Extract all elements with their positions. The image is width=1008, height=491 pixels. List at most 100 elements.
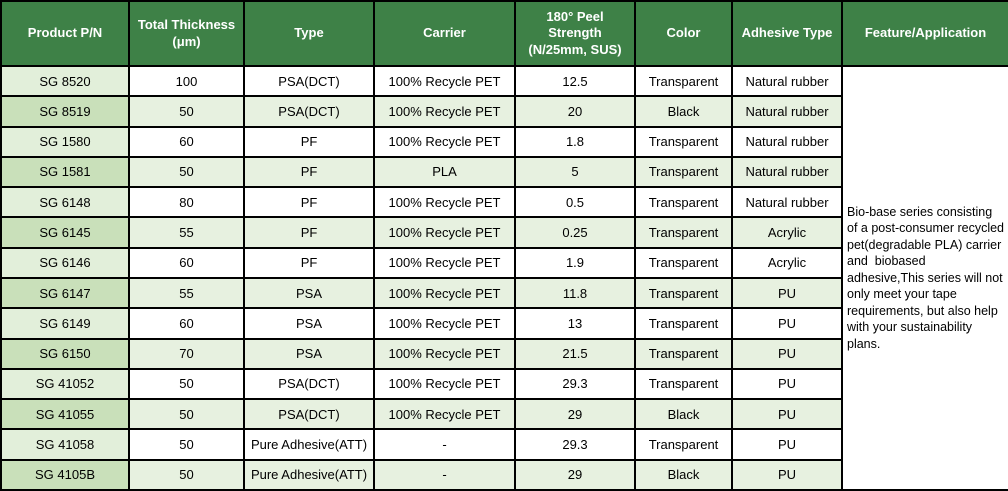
table-row: SG 1581 50 PF PLA 5 Transparent Natural rubber bbox=[0, 155, 1008, 189]
column-header-total-thickness: Total Thickness (μm) bbox=[128, 0, 245, 67]
table-row: SG 6146 60 PF 100% Recycle PET 1.9 Transparen… bbox=[0, 246, 1008, 279]
column-header-peel-strength: 180° Peel Strength (N/25mm, SUS) bbox=[514, 0, 636, 67]
column-header-carrier: Carrier bbox=[373, 0, 516, 67]
cell-adhesive-type: Natural rubber bbox=[731, 155, 843, 189]
cell-total-thickness: 50 bbox=[128, 367, 245, 401]
table-row: SG 6148 80 PF 100% Recycle PET 0.5 Transparen… bbox=[0, 186, 1008, 219]
cell-type: PSA bbox=[243, 276, 375, 310]
cell-adhesive-type: PU bbox=[731, 367, 843, 401]
cell-adhesive-type: Acrylic bbox=[731, 216, 843, 249]
cell-peel-strength: 1.8 bbox=[514, 125, 636, 158]
cell-type: PF bbox=[243, 216, 375, 249]
cell-product-pn: SG 6147 bbox=[0, 276, 130, 310]
cell-adhesive-type: PU bbox=[731, 337, 843, 370]
cell-peel-strength: 5 bbox=[514, 155, 636, 189]
cell-carrier: 100% Recycle PET bbox=[373, 307, 516, 340]
cell-adhesive-type: Natural rubber bbox=[731, 95, 843, 128]
column-header-product-pn: Product P/N bbox=[0, 0, 130, 67]
table-row: SG 8520 100 PSA(DCT) 100% Recycle PET 12.5 Tr… bbox=[0, 64, 1008, 491]
cell-carrier: 100% Recycle PET bbox=[373, 276, 516, 310]
cell-adhesive-type: PU bbox=[731, 428, 843, 461]
cell-type: PSA bbox=[243, 307, 375, 340]
cell-color: Black bbox=[634, 95, 733, 128]
cell-color: Transparent bbox=[634, 125, 733, 158]
cell-color: Transparent bbox=[634, 216, 733, 249]
cell-product-pn: SG 6149 bbox=[0, 307, 130, 340]
cell-product-pn: SG 8519 bbox=[0, 95, 130, 128]
cell-total-thickness: 100 bbox=[128, 64, 245, 98]
cell-product-pn: SG 41052 bbox=[0, 367, 130, 401]
cell-carrier: 100% Recycle PET bbox=[373, 216, 516, 249]
cell-peel-strength: 29 bbox=[514, 458, 636, 491]
cell-product-pn: SG 41055 bbox=[0, 398, 130, 431]
cell-carrier: 100% Recycle PET bbox=[373, 367, 516, 401]
cell-total-thickness: 50 bbox=[128, 458, 245, 491]
table-row: SG 1580 60 PF 100% Recycle PET 1.8 Transparen… bbox=[0, 125, 1008, 158]
cell-total-thickness: 55 bbox=[128, 216, 245, 249]
cell-peel-strength: 20 bbox=[514, 95, 636, 128]
cell-product-pn: SG 1580 bbox=[0, 125, 130, 158]
cell-carrier: - bbox=[373, 458, 516, 491]
cell-peel-strength: 29.3 bbox=[514, 428, 636, 461]
cell-adhesive-type: PU bbox=[731, 398, 843, 431]
cell-adhesive-type: Natural rubber bbox=[731, 64, 843, 98]
cell-total-thickness: 80 bbox=[128, 186, 245, 219]
cell-color: Transparent bbox=[634, 428, 733, 461]
cell-peel-strength: 29 bbox=[514, 398, 636, 431]
cell-carrier: 100% Recycle PET bbox=[373, 246, 516, 279]
cell-adhesive-type: PU bbox=[731, 307, 843, 340]
table-row: SG 6149 60 PSA 100% Recycle PET 13 Transparen… bbox=[0, 307, 1008, 340]
cell-total-thickness: 50 bbox=[128, 155, 245, 189]
cell-carrier: 100% Recycle PET bbox=[373, 398, 516, 431]
cell-carrier: 100% Recycle PET bbox=[373, 186, 516, 219]
cell-peel-strength: 29.3 bbox=[514, 367, 636, 401]
cell-total-thickness: 50 bbox=[128, 95, 245, 128]
cell-color: Transparent bbox=[634, 246, 733, 279]
cell-type: PSA(DCT) bbox=[243, 64, 375, 98]
table-row: SG 6145 55 PF 100% Recycle PET 0.25 Transpare… bbox=[0, 216, 1008, 249]
table-row: SG 41058 50 Pure Adhesive(ATT) -29.3 Transpa… bbox=[0, 428, 1008, 461]
table-row: SG 4105B 50 Pure Adhesive(ATT) -29 Black PU bbox=[0, 458, 1008, 491]
cell-color: Transparent bbox=[634, 186, 733, 219]
cell-total-thickness: 70 bbox=[128, 337, 245, 370]
cell-product-pn: SG 6150 bbox=[0, 337, 130, 370]
cell-total-thickness: 55 bbox=[128, 276, 245, 310]
cell-type: PSA(DCT) bbox=[243, 367, 375, 401]
cell-adhesive-type: Natural rubber bbox=[731, 125, 843, 158]
cell-peel-strength: 21.5 bbox=[514, 337, 636, 370]
cell-product-pn: SG 41058 bbox=[0, 428, 130, 461]
cell-color: Transparent bbox=[634, 307, 733, 340]
cell-type: PSA bbox=[243, 337, 375, 370]
cell-product-pn: SG 8520 bbox=[0, 64, 130, 98]
cell-type: Pure Adhesive(ATT) bbox=[243, 458, 375, 491]
cell-carrier: 100% Recycle PET bbox=[373, 95, 516, 128]
cell-color: Black bbox=[634, 458, 733, 491]
cell-carrier: 100% Recycle PET bbox=[373, 125, 516, 158]
cell-total-thickness: 60 bbox=[128, 246, 245, 279]
column-header-type: Type bbox=[243, 0, 375, 67]
cell-peel-strength: 1.9 bbox=[514, 246, 636, 279]
column-header-feature-application: Feature/Application bbox=[841, 0, 1008, 67]
cell-carrier: PLA bbox=[373, 155, 516, 189]
cell-peel-strength: 12.5 bbox=[514, 64, 636, 98]
cell-carrier: 100% Recycle PET bbox=[373, 337, 516, 370]
cell-adhesive-type: PU bbox=[731, 276, 843, 310]
cell-product-pn: SG 6146 bbox=[0, 246, 130, 279]
cell-total-thickness: 60 bbox=[128, 307, 245, 340]
table-row: SG 6147 55 PSA 100% Recycle PET 11.8 Transpar… bbox=[0, 276, 1008, 310]
cell-product-pn: SG 4105B bbox=[0, 458, 130, 491]
cell-type: PSA(DCT) bbox=[243, 398, 375, 431]
cell-type: PSA(DCT) bbox=[243, 95, 375, 128]
cell-color: Transparent bbox=[634, 276, 733, 310]
column-header-adhesive-type: Adhesive Type bbox=[731, 0, 843, 67]
table-header-row: Product P/N Total Thickness (μm) Type Carri… bbox=[0, 0, 1008, 67]
cell-type: PF bbox=[243, 125, 375, 158]
cell-peel-strength: 0.25 bbox=[514, 216, 636, 249]
cell-color: Transparent bbox=[634, 155, 733, 189]
cell-peel-strength: 0.5 bbox=[514, 186, 636, 219]
cell-total-thickness: 60 bbox=[128, 125, 245, 158]
cell-peel-strength: 13 bbox=[514, 307, 636, 340]
cell-carrier: - bbox=[373, 428, 516, 461]
table-row: SG 41052 50 PSA(DCT) 100% Recycle PET 29.3 Tr… bbox=[0, 367, 1008, 401]
